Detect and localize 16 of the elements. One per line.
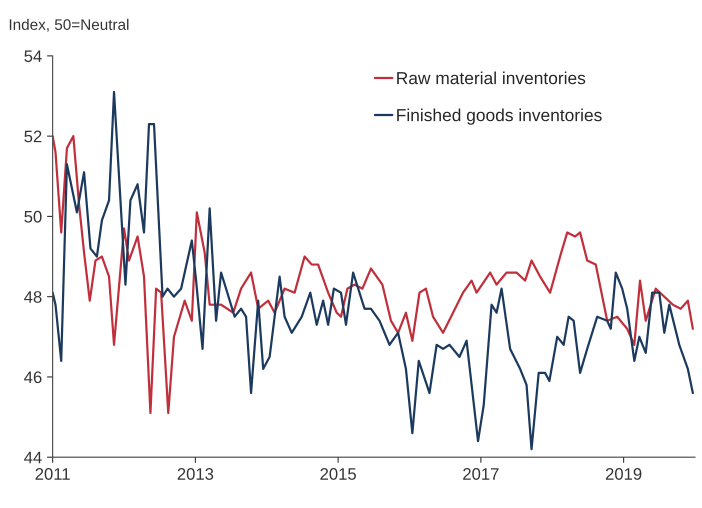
x-tick-label: 2011 (36, 468, 70, 480)
y-tick-label: 46 (24, 371, 42, 384)
line-series (52, 135, 694, 414)
x-tick-label: 2017 (463, 468, 499, 480)
y-tick-label: 50 (24, 210, 42, 223)
y-tick-label: 52 (24, 130, 42, 142)
line-series (52, 90, 694, 450)
y-tick-label: 48 (24, 291, 42, 303)
x-tick-label: 2013 (178, 468, 214, 480)
legend-label: Finished goods inventories (397, 108, 602, 125)
y-tick-label: 44 (24, 452, 42, 464)
legend-label: Raw material inventories (397, 72, 586, 84)
y-axis-title: Index, 50=Neutral (10, 18, 128, 32)
x-tick-label: 2019 (606, 468, 642, 480)
y-tick-label: 54 (24, 50, 42, 62)
x-tick-label: 2015 (320, 468, 356, 480)
